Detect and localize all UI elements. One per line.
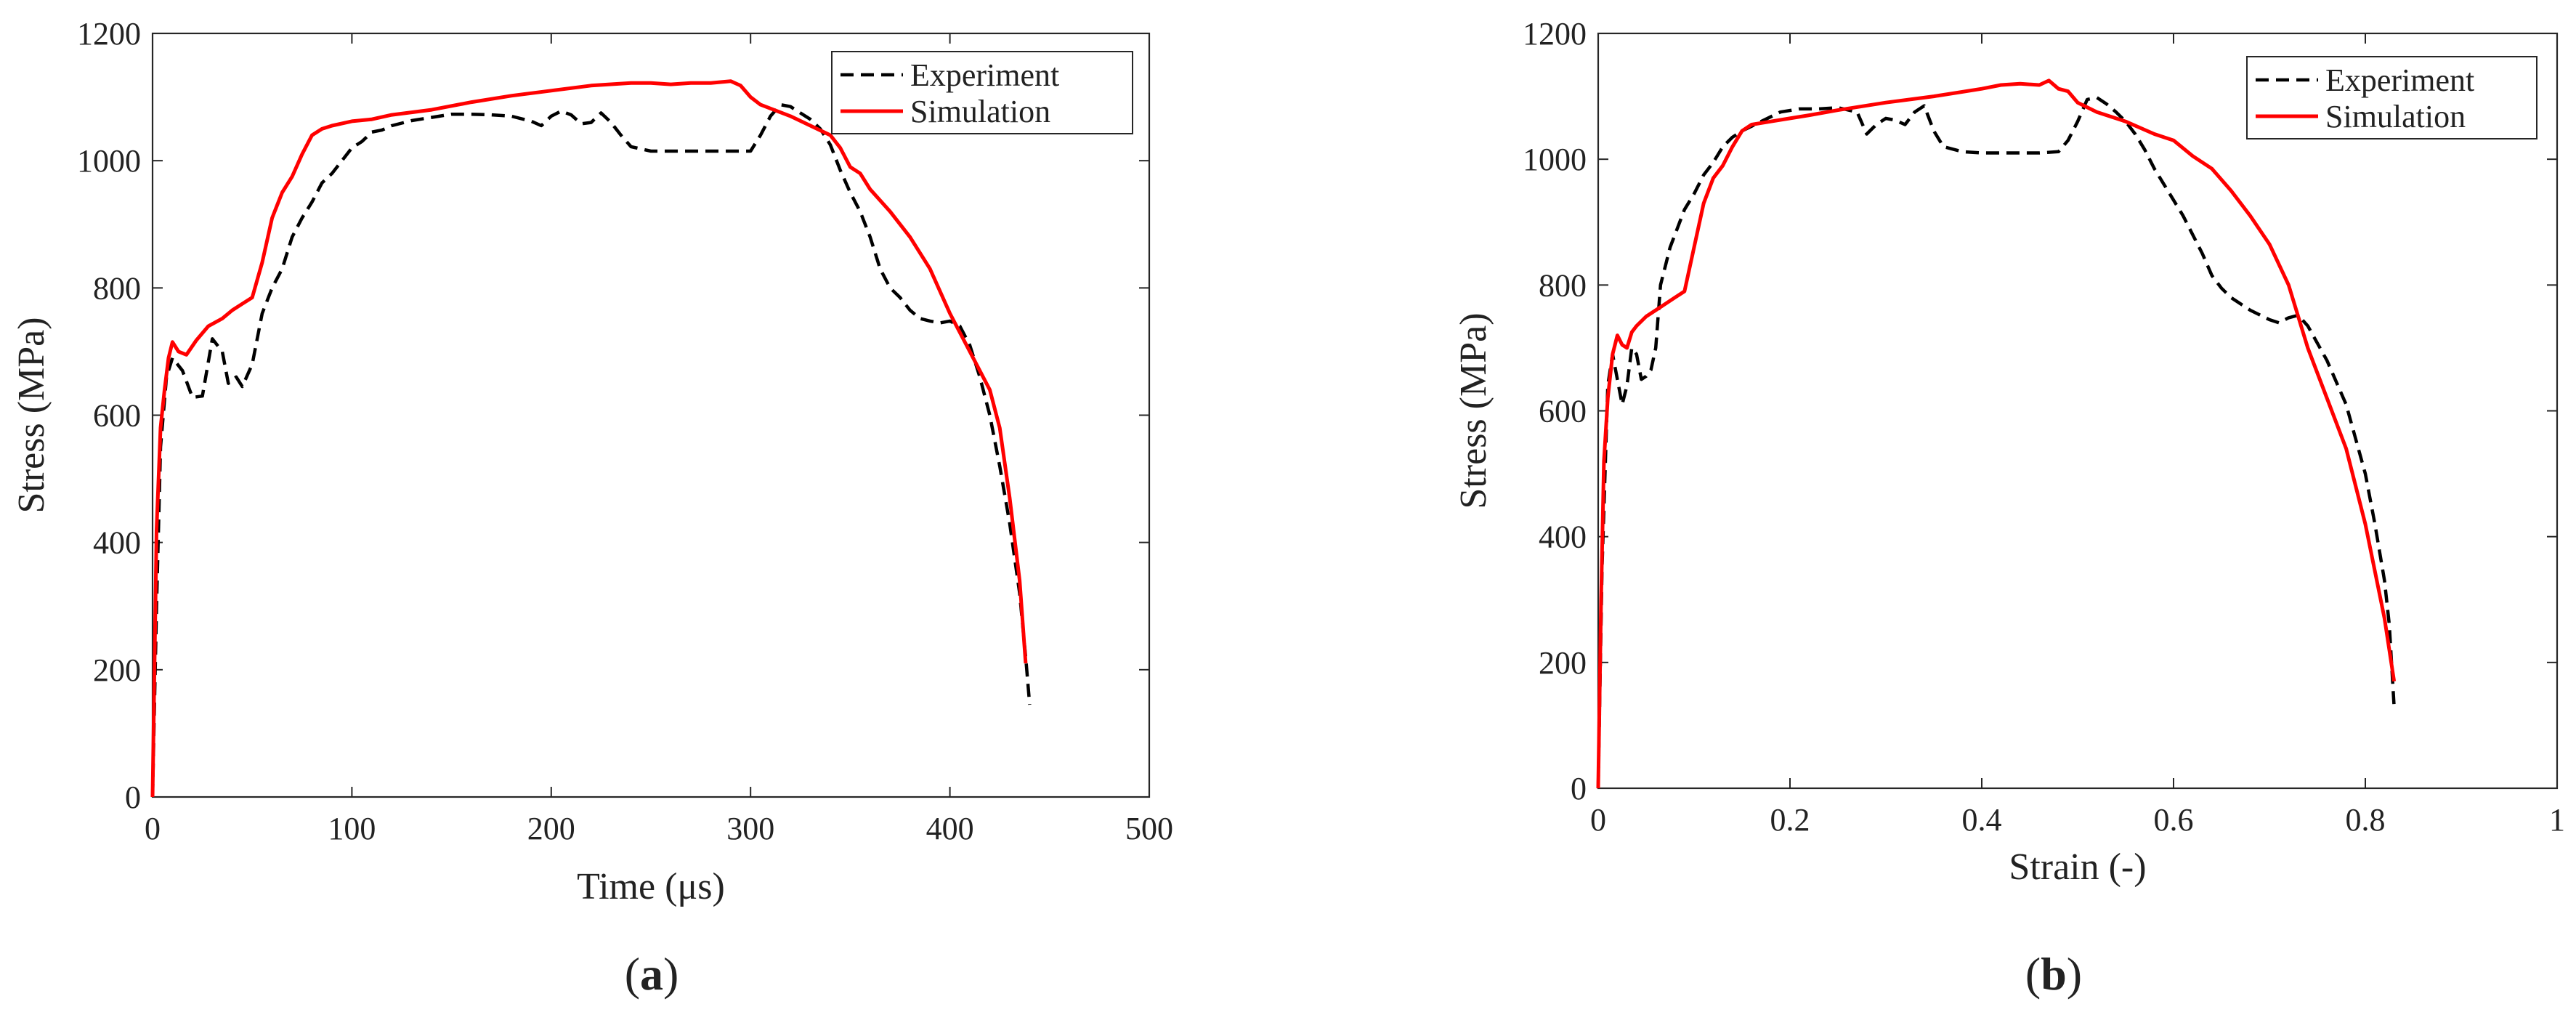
panel-label-close-paren: ) (663, 948, 679, 1000)
x-tick-label: 100 (328, 811, 376, 846)
x-axis-label: Strain (-) (2009, 846, 2146, 888)
series-line-simulation (1596, 78, 2397, 789)
x-tick-label: 1 (2549, 802, 2565, 838)
x-tick-label: 200 (527, 811, 575, 846)
x-tick-label: 400 (926, 811, 974, 846)
panel-label-letter: b (2041, 948, 2067, 1000)
y-axis-label: Stress (MPa) (1453, 312, 1494, 509)
x-axis-label: Time (μs) (577, 866, 725, 907)
legend-label-simulation: Simulation (910, 94, 1050, 129)
plot-area (151, 32, 1151, 798)
plot-area (1597, 32, 2559, 790)
panel-label-open-paren: ( (625, 948, 640, 1000)
y-axis-label: Stress (MPa) (11, 317, 52, 513)
x-tick-label: 300 (726, 811, 774, 846)
legend-box (2246, 56, 2537, 139)
y-tick-label: 1200 (1523, 16, 1587, 52)
legend-label-simulation: Simulation (2325, 99, 2466, 134)
panel-a: 0 100 200 300 400 500 0 200 400 600 800 1000 1200 Tim… (11, 16, 1173, 1000)
panel-label-letter: a (640, 948, 663, 1000)
panel-label-close-paren: ) (2067, 948, 2082, 1000)
panel-label-open-paren: ( (2025, 948, 2041, 1000)
x-tick-label: 0.2 (1770, 802, 1810, 838)
y-tick-label: 0 (125, 780, 141, 815)
series-line-experiment (1596, 96, 2396, 789)
x-tick-label: 0.8 (2346, 802, 2386, 838)
series-line-experiment (150, 102, 1032, 798)
y-tick-label: 200 (1539, 645, 1587, 681)
y-tick-label: 600 (93, 398, 141, 434)
x-tick-label: 0.4 (1962, 802, 2002, 838)
panel-label: (b) (2025, 948, 2082, 1000)
y-tick-label: 400 (1539, 519, 1587, 555)
y-tick-label: 600 (1539, 394, 1587, 429)
y-tick-label: 400 (93, 525, 141, 561)
x-tick-label: 0.6 (2154, 802, 2194, 838)
legend-label-experiment: Experiment (910, 57, 1059, 93)
y-tick-label: 1000 (1523, 142, 1587, 177)
legend-box (831, 51, 1133, 134)
series-line-simulation (150, 79, 1028, 798)
x-tick-label: 500 (1125, 811, 1173, 846)
y-tick-label: 1000 (77, 143, 141, 179)
x-tick-label: 0 (145, 811, 161, 846)
panel-label: (a) (625, 948, 679, 1000)
y-tick-label: 200 (93, 652, 141, 688)
y-tick-label: 800 (1539, 267, 1587, 303)
y-tick-label: 0 (1571, 771, 1587, 806)
y-tick-label: 1200 (77, 16, 141, 52)
legend-label-experiment: Experiment (2325, 62, 2474, 98)
x-tick-label: 0 (1590, 802, 1606, 838)
y-tick-label: 800 (93, 270, 141, 306)
panel-b: 0 0.2 0.4 0.6 0.8 1 0 200 400 600 800 1000 1200 Strai… (1453, 16, 2565, 1000)
